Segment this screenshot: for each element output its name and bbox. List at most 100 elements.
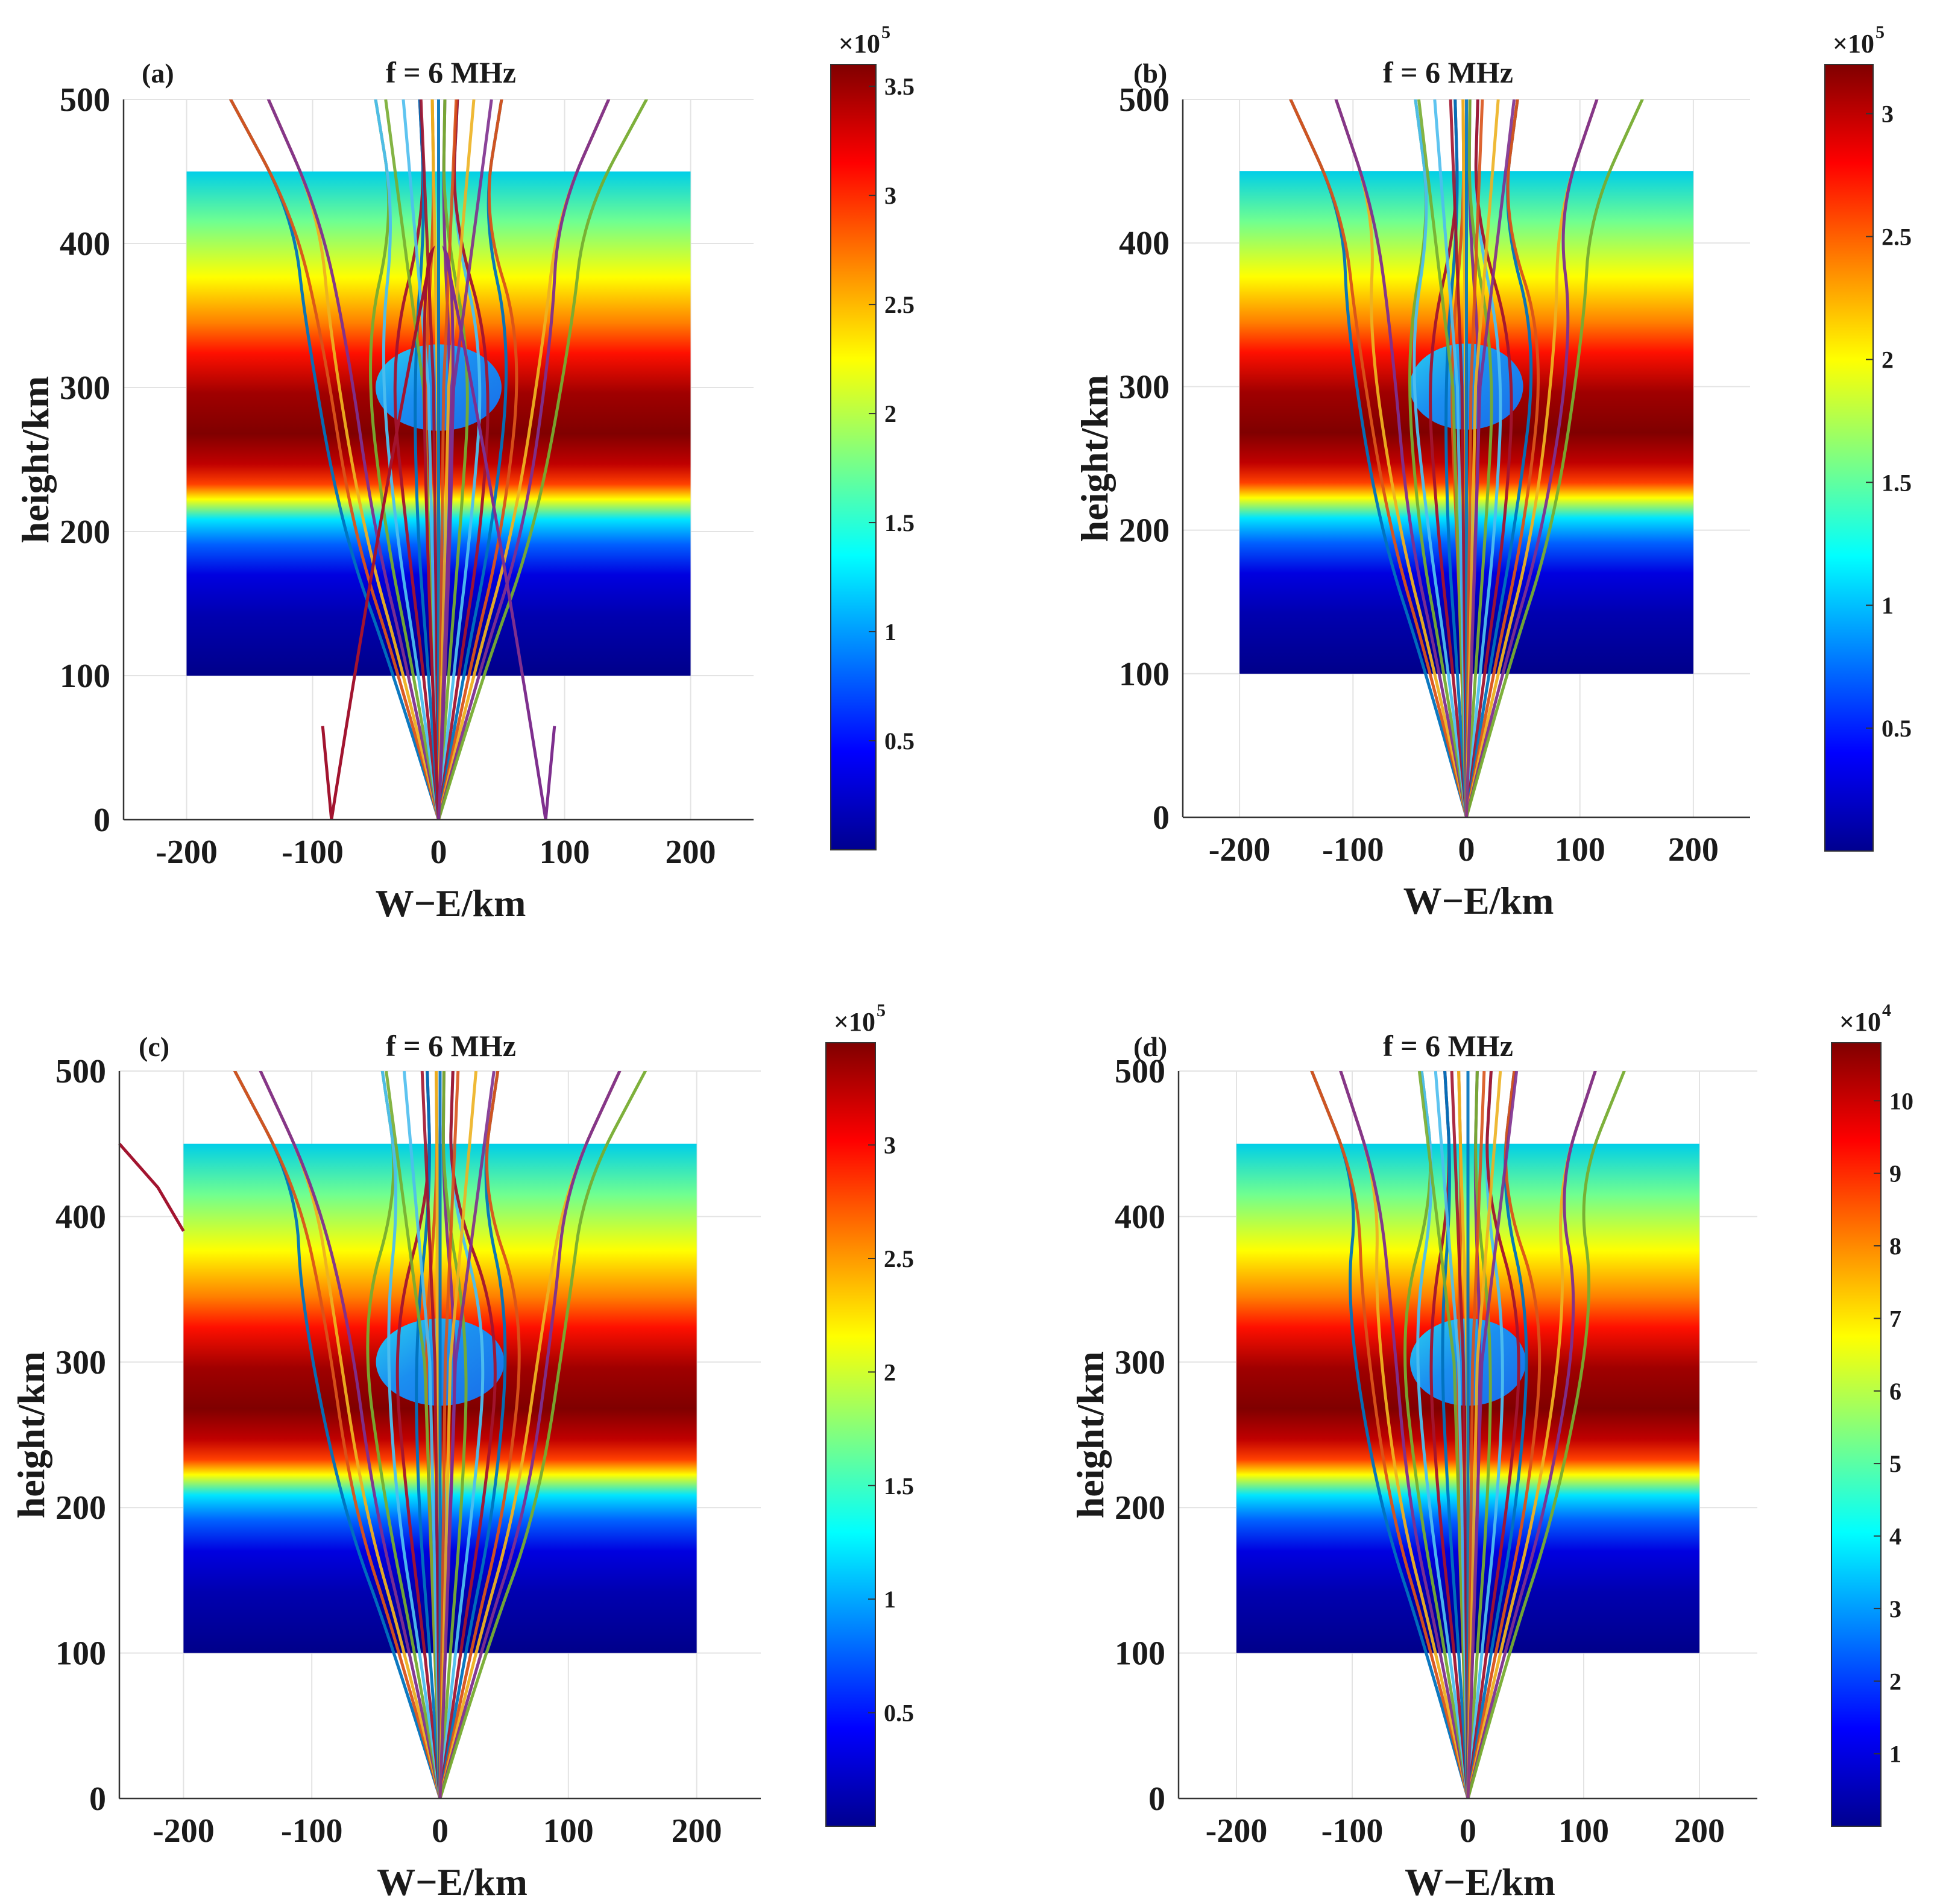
colorbar-exponent: 4 [1882, 1001, 1891, 1020]
ray-path [233, 1071, 442, 1799]
colorbar-tick-label: 3 [1889, 1595, 1901, 1623]
colorbar-tick-label: 0.5 [884, 727, 915, 755]
ray-path [366, 1071, 442, 1799]
colorbar-tick-label: 2 [1882, 346, 1894, 373]
y-axis-label: height/km [14, 376, 57, 543]
colorbar-tick-label: 3.5 [884, 73, 915, 100]
x-tick-label: -100 [1321, 1812, 1384, 1850]
chart-panel: -200 -100 0 100 200 0 100 200 300 400 500 W−E/km hei… [14, 22, 915, 925]
colorbar [825, 1042, 876, 1827]
y-tick-label: 200 [55, 1489, 106, 1527]
ray-path [437, 99, 648, 820]
chart-title: f = 6 MHz [386, 55, 516, 89]
ray-path [1465, 99, 1533, 817]
ray-group [1289, 99, 1644, 817]
colorbar [1831, 1042, 1882, 1827]
ray-path [1416, 1071, 1470, 1799]
colorbar-tick-label: 3 [1882, 101, 1894, 128]
ray-path [1466, 1071, 1519, 1799]
chart-title: f = 6 MHz [386, 1029, 516, 1063]
panel-label: (c) [139, 1031, 169, 1062]
y-tick-label: 500 [55, 1053, 106, 1090]
x-tick-label: 0 [432, 1812, 449, 1850]
x-tick-label: -200 [1209, 831, 1271, 869]
x-tick-label: 0 [430, 834, 447, 871]
panel-label: (d) [1133, 1031, 1167, 1062]
ray-path [437, 99, 490, 820]
ray-path [438, 1071, 521, 1799]
colorbar-tick-label: 1 [884, 1586, 896, 1613]
colorbar-tick-label: 6 [1889, 1378, 1901, 1405]
ray-path [395, 1071, 442, 1799]
ray-path [1466, 1071, 1542, 1799]
colorbar-tick-label: 5 [1889, 1450, 1901, 1477]
x-tick-label: 200 [672, 1812, 722, 1850]
colorbar [1824, 64, 1874, 852]
ray-path [1466, 1071, 1626, 1799]
ray-path [1466, 1071, 1528, 1799]
colorbar-tick-label: 1 [1889, 1741, 1901, 1768]
x-tick-label: 200 [1674, 1812, 1725, 1850]
ray-path [1310, 1071, 1470, 1799]
y-tick-label: 500 [1119, 81, 1170, 119]
colorbar-exponent: 5 [877, 1001, 886, 1020]
ray-path [1339, 1071, 1470, 1799]
ray-path [415, 1071, 442, 1799]
ray-path [438, 1071, 460, 1799]
ray-path [438, 1071, 647, 1799]
x-tick-label: 100 [1555, 831, 1605, 869]
ray-path [438, 1071, 496, 1799]
y-tick-label: 300 [55, 1344, 106, 1381]
ray-path [1450, 1071, 1470, 1799]
ray-path [1466, 1071, 1486, 1799]
chart-panel: -200 -100 0 100 200 0 100 200 300 400 500 W−E/km hei… [1069, 1001, 1913, 1903]
x-axis-label: W−E/km [1405, 1861, 1555, 1903]
ray-path [419, 99, 440, 820]
y-tick-label: 100 [60, 658, 110, 695]
colorbar-exponent-base: ×10 [839, 29, 880, 58]
y-tick-label: 500 [60, 81, 110, 119]
ray-path [266, 99, 440, 820]
panel-label: (b) [1133, 58, 1167, 89]
ray-path [1289, 99, 1468, 817]
y-tick-label: 400 [1119, 225, 1170, 262]
ray-path [385, 1071, 442, 1799]
colorbar-tick-label: 2 [1889, 1668, 1901, 1695]
ray-path [420, 1071, 442, 1799]
colorbar-tick-label: 9 [1889, 1160, 1901, 1187]
ray-path [402, 1071, 442, 1799]
colorbar-tick-label: 2.5 [884, 291, 915, 318]
ray-group [1310, 1071, 1626, 1799]
chart-panel: -200 -100 0 100 200 0 100 200 300 400 500 W−E/km hei… [10, 1001, 914, 1903]
x-tick-label: -100 [1322, 831, 1384, 869]
y-tick-label: 200 [1119, 512, 1170, 550]
reflected-ray-path [437, 250, 556, 820]
x-tick-label: -200 [153, 1812, 215, 1850]
colorbar-tick-label: 1 [884, 618, 896, 646]
ray-path [437, 99, 458, 820]
ray-path [414, 99, 440, 820]
y-tick-label: 400 [1115, 1198, 1165, 1236]
ray-path [438, 1071, 622, 1799]
ray-group [229, 99, 648, 820]
ray-path [1417, 99, 1468, 817]
ray-path [1417, 1071, 1470, 1799]
y-tick-label: 0 [89, 1780, 106, 1818]
colorbar-exponent: 5 [881, 22, 890, 42]
chart-panel: -200 -100 0 100 200 0 100 200 300 400 500 W−E/km hei… [1073, 22, 1912, 922]
x-tick-label: -100 [281, 1812, 343, 1850]
ray-path [233, 1071, 442, 1799]
ray-path [1289, 99, 1468, 817]
ray-path [1339, 1071, 1470, 1799]
ray-path [1465, 99, 1599, 817]
x-tick-label: 0 [1458, 831, 1475, 869]
ray-path [259, 1071, 442, 1799]
ray-path [1403, 1071, 1470, 1799]
colorbar-tick-label: 3 [884, 182, 896, 209]
ray-path [437, 99, 476, 820]
ray-path [1466, 1071, 1502, 1799]
colorbar-exponent-base: ×10 [1839, 1007, 1881, 1037]
colorbar-exponent-base: ×10 [834, 1007, 875, 1037]
y-tick-label: 500 [1115, 1053, 1165, 1090]
